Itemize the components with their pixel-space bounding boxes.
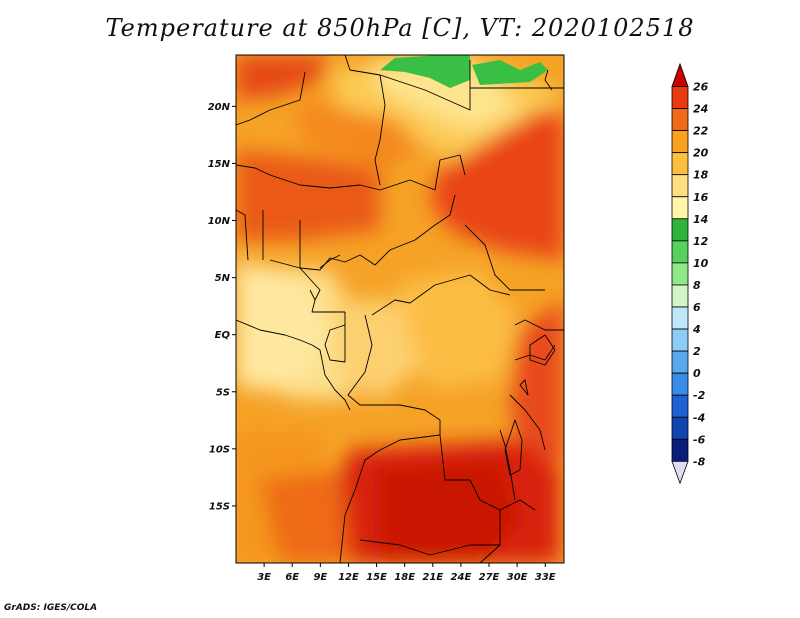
lon-tick-label: 3E — [257, 572, 271, 583]
lon-tick-label: 15E — [366, 572, 387, 583]
chart-title: Temperature at 850hPa [C], VT: 202010251… — [105, 14, 695, 42]
colorbar-label: 12 — [693, 235, 709, 248]
lat-tick-label: EQ — [215, 330, 231, 341]
lat-tick-label: 20N — [208, 102, 231, 113]
colorbar-swatch — [671, 108, 689, 132]
colorbar-swatch — [671, 416, 689, 440]
colorbar-swatch — [671, 306, 689, 330]
cool-patch — [472, 60, 548, 85]
colorbar-swatch — [671, 130, 689, 154]
lat-tick-label: 5N — [215, 273, 231, 284]
colorbar-swatch — [671, 328, 689, 352]
temperature-field — [236, 55, 564, 563]
colorbar-label: -4 — [693, 411, 705, 424]
colorbar-swatch — [671, 284, 689, 308]
colorbar-label: 18 — [693, 169, 709, 182]
colorbar-label: 8 — [693, 279, 701, 292]
colorbar-arrow-bottom — [671, 460, 689, 485]
colorbar-label: 0 — [693, 367, 701, 380]
lon-tick-label: 18E — [394, 572, 415, 583]
colorbar-label: 10 — [693, 257, 709, 270]
lat-tick-label: 15N — [208, 159, 231, 170]
lon-tick-label: 30E — [507, 572, 528, 583]
colorbar-label: 22 — [693, 125, 709, 138]
colorbar-label: -2 — [693, 389, 706, 402]
colorbar-label: 16 — [693, 191, 709, 204]
colorbar-arrow-top — [671, 62, 689, 87]
colorbar-label: 6 — [693, 301, 701, 314]
lon-tick-label: 9E — [313, 572, 327, 583]
cool-patch — [380, 55, 470, 88]
lat-tick-label: 10S — [209, 444, 230, 455]
colorbar-label: 24 — [693, 103, 708, 116]
colorbar-label: 4 — [692, 323, 701, 336]
colorbar-swatch — [671, 394, 689, 418]
colorbar-swatch — [671, 174, 689, 198]
lat-tick-label: 15S — [209, 501, 230, 512]
lat-tick-label: 5S — [216, 387, 230, 398]
longitude-axis: 3E 6E 9E 12E 15E 18E 21E 24E 27E 30E 33E — [257, 563, 556, 583]
colorbar-swatch — [671, 152, 689, 176]
lon-tick-label: 6E — [285, 572, 299, 583]
colorbar-swatch — [671, 372, 689, 396]
colorbar-label: 26 — [693, 81, 709, 94]
colorbar-swatch — [671, 218, 689, 242]
colorbar-label: 14 — [693, 213, 708, 226]
latitude-axis: 20N 15N 10N 5N EQ 5S 10S 15S — [208, 102, 236, 512]
colorbar-swatch — [671, 350, 689, 374]
borders — [236, 55, 564, 563]
colorbar-swatch — [671, 262, 689, 286]
colorbar-label: -6 — [693, 433, 706, 446]
colorbar-swatch — [671, 438, 689, 462]
colorbar-swatch — [671, 240, 689, 264]
colorbar-label: 20 — [693, 147, 709, 160]
lon-tick-label: 21E — [422, 572, 443, 583]
colorbar-swatch — [671, 86, 689, 109]
footer-credit: GrADS: IGES/COLA — [4, 603, 98, 613]
colorbar-swatch — [671, 196, 689, 220]
lon-tick-label: 12E — [338, 572, 359, 583]
lon-tick-label: 33E — [535, 572, 556, 583]
colorbar-label: 2 — [693, 345, 701, 358]
map-frame — [235, 54, 565, 564]
colorbar-label: -8 — [693, 455, 706, 468]
lat-tick-label: 10N — [208, 216, 231, 227]
lon-tick-label: 24E — [451, 572, 472, 583]
lon-tick-label: 27E — [479, 572, 500, 583]
